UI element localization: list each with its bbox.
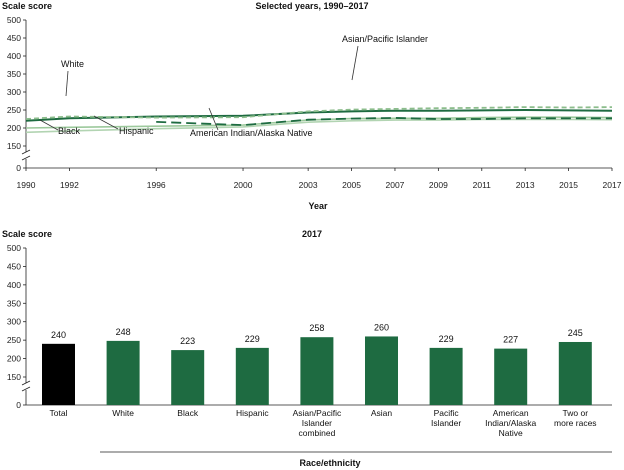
- series-label-hispanic-text: Hispanic: [119, 126, 154, 136]
- bar-y-tick-label: 500: [7, 243, 21, 253]
- line-x-tick-label: 2000: [234, 180, 253, 190]
- series-label-white: White: [61, 59, 84, 97]
- bar-value-label: 229: [439, 334, 454, 344]
- series-label-black-text: Black: [58, 126, 81, 136]
- bar-category-label: Black: [177, 408, 199, 418]
- bar-value-label: 229: [245, 334, 260, 344]
- series-label-black: Black: [39, 119, 81, 136]
- bar-y-axis-title: Scale score: [2, 229, 52, 239]
- line-series-group: [25, 106, 613, 134]
- bar: [235, 347, 269, 405]
- bar-category-label: Hispanic: [236, 408, 269, 418]
- bar-value-label: 227: [503, 335, 518, 345]
- line-x-tick-label: 2003: [299, 180, 318, 190]
- bar-y-tick-label: 450: [7, 261, 21, 271]
- line-y-tick-label: 350: [7, 69, 21, 79]
- line-x-tick-label: 2005: [342, 180, 361, 190]
- series-label-aian: American Indian/Alaska Native: [190, 107, 313, 138]
- series-label-api-text: Asian/Pacific Islander: [342, 34, 428, 44]
- bar-value-label: 240: [51, 330, 66, 340]
- series-line-black: [25, 118, 613, 134]
- line-x-tick-label: 1996: [147, 180, 166, 190]
- bar-value-label: 260: [374, 322, 389, 332]
- bar-chart: Scale score 2017 0 150 200 250 300 350 400 450 5…: [2, 229, 612, 468]
- line-x-axis: 1990 1992 1996 2000 2003 2005 2007 2009 2011 2013…: [17, 167, 622, 190]
- bar-category-label: Asian: [371, 408, 393, 418]
- series-label-black-leader: [39, 119, 59, 131]
- bar-value-label: 245: [568, 328, 583, 338]
- bar-y-tick-label: 200: [7, 354, 21, 364]
- bar: [42, 343, 75, 405]
- line-y-tick-label: 0: [16, 163, 21, 173]
- line-y-tick-label: 450: [7, 33, 21, 43]
- bar-y-axis: 0 150 200 250 300 350 400 450 500: [7, 243, 31, 410]
- bar-chart-title: 2017: [302, 229, 322, 239]
- series-label-hispanic-leader: [93, 115, 119, 130]
- bar: [106, 340, 140, 405]
- line-y-tick-label: 250: [7, 105, 21, 115]
- bar: [365, 336, 398, 405]
- series-label-aian-text: American Indian/Alaska Native: [190, 128, 313, 138]
- line-y-axis: 0 150 200 250 300 350 400 450 500: [7, 15, 31, 173]
- bar: [300, 337, 334, 405]
- bar-marks-group: 240 Total 248 White 223 Black 229 Hispanic 258 As…: [26, 322, 612, 438]
- bar-category-label: White: [112, 408, 134, 418]
- line-axis-break-icon: [21, 149, 31, 161]
- bar-y-tick-label: 350: [7, 298, 21, 308]
- bar-value-label: 258: [309, 323, 324, 333]
- line-y-axis-title: Scale score: [2, 1, 52, 11]
- series-label-aian-leader: [208, 107, 219, 131]
- line-x-tick-label: 1990: [17, 180, 36, 190]
- bar: [494, 348, 528, 405]
- bar-category-label: Asian/Pacific Islander combined: [293, 408, 342, 438]
- bar-category-label: American Indian/Alaska Native: [485, 408, 536, 438]
- line-x-tick-label: 2013: [516, 180, 535, 190]
- line-x-tick-label: 2009: [429, 180, 448, 190]
- bar-x-axis-title: Race/ethnicity: [299, 458, 360, 468]
- line-chart-title: Selected years, 1990–2017: [255, 1, 368, 11]
- line-chart: Scale score Selected years, 1990–2017 01…: [2, 1, 622, 211]
- series-line-american-indian-alaska-native: [156, 117, 612, 126]
- series-label-white-text: White: [61, 59, 84, 69]
- bar-y-tick-label: 250: [7, 335, 21, 345]
- bar-value-label: 223: [180, 336, 195, 346]
- bar-y-tick-label: 150: [7, 372, 21, 382]
- bar: [171, 350, 205, 405]
- line-y-tick-label: 500: [7, 15, 21, 25]
- bar: [429, 347, 463, 405]
- line-y-tick-label: 200: [7, 123, 21, 133]
- bar-category-label: Total: [50, 408, 68, 418]
- series-label-api: Asian/Pacific Islander: [342, 34, 428, 81]
- bar: [558, 341, 592, 405]
- bar-y-tick-label: 400: [7, 280, 21, 290]
- series-label-hispanic: Hispanic: [93, 115, 154, 136]
- line-y-tick-label: 300: [7, 87, 21, 97]
- bar-y-tick-label: 300: [7, 317, 21, 327]
- line-x-tick-label: 1992: [60, 180, 79, 190]
- bar-axis-break-icon: [21, 380, 31, 392]
- series-label-api-leader: [351, 45, 359, 81]
- bar-y-tick-label: 0: [16, 400, 21, 410]
- line-x-tick-label: 2017: [603, 180, 622, 190]
- bar-value-label: 248: [116, 327, 131, 337]
- line-y-tick-label: 400: [7, 51, 21, 61]
- line-x-axis-title: Year: [308, 201, 328, 211]
- series-line-asian-pacific-islander: [25, 106, 613, 120]
- line-x-tick-label: 2011: [473, 180, 492, 190]
- bar-category-label: Pacific Islander: [431, 408, 461, 428]
- line-x-tick-label: 2007: [386, 180, 405, 190]
- line-x-tick-label: 2015: [559, 180, 578, 190]
- line-y-tick-label: 150: [7, 141, 21, 151]
- series-label-white-leader: [65, 70, 69, 97]
- bar-category-label: Two or more races: [554, 408, 597, 428]
